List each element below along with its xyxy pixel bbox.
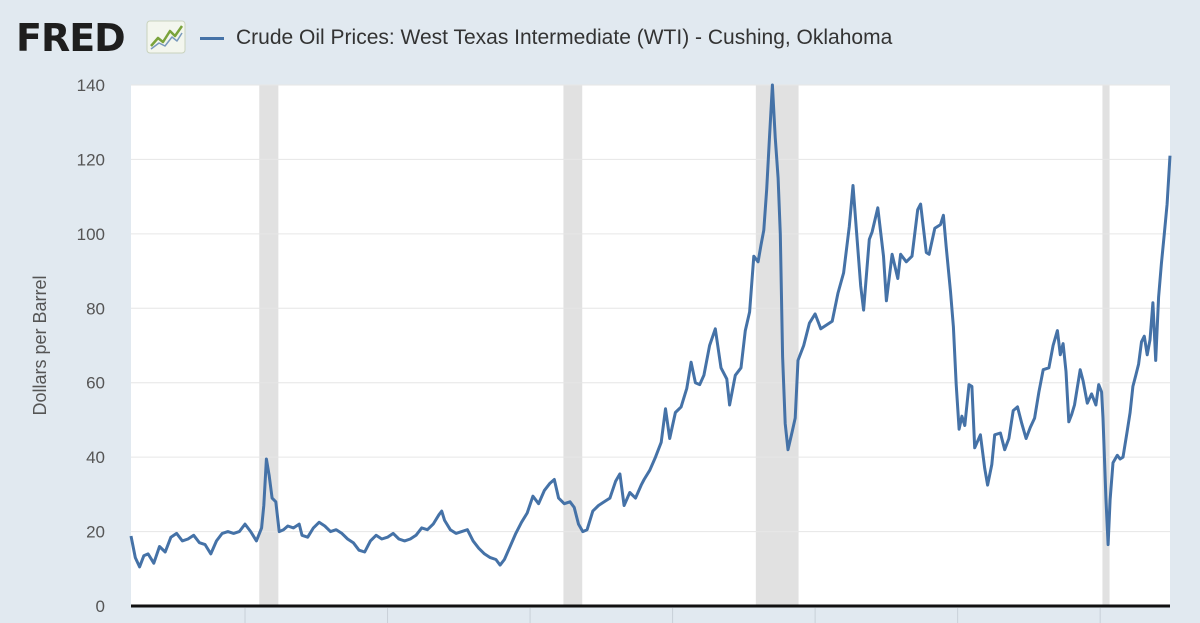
recession-band xyxy=(563,85,583,606)
y-tick-label: 120 xyxy=(77,150,105,169)
gridlines xyxy=(131,84,1170,533)
series-line-wti[interactable] xyxy=(129,83,1172,569)
y-tick-label: 80 xyxy=(86,299,105,318)
chart-header: FRED Crude Oil Prices: West Texas Interm… xyxy=(0,0,1200,80)
x-axis-ticks xyxy=(244,608,1101,623)
fred-logo[interactable]: FRED xyxy=(16,16,126,60)
trend-line-icon xyxy=(146,20,186,54)
y-tick-label: 0 xyxy=(96,597,105,616)
y-tick-label: 40 xyxy=(86,448,105,467)
y-tick-label: 100 xyxy=(77,225,105,244)
y-tick-label: 140 xyxy=(77,76,105,95)
y-tick-label: 60 xyxy=(86,374,105,393)
y-axis-ticks: 0 20 40 60 80 100 120 140 xyxy=(77,76,105,616)
recession-band xyxy=(1102,85,1110,606)
legend-label: Crude Oil Prices: West Texas Intermediat… xyxy=(236,26,893,49)
legend-line-swatch xyxy=(200,36,224,40)
y-tick-label: 20 xyxy=(86,523,105,542)
y-axis-label: Dollars per Barrel xyxy=(30,275,50,415)
legend[interactable]: Crude Oil Prices: West Texas Intermediat… xyxy=(200,24,892,52)
plot-area xyxy=(131,85,1170,606)
